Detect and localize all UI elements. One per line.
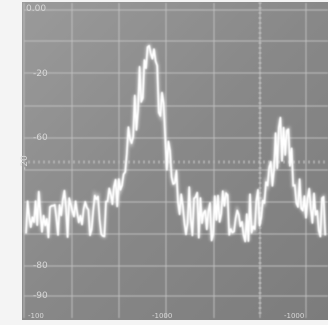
y-tick-label: -60	[33, 133, 48, 143]
y-tick-label: -20	[33, 69, 48, 79]
bottom-label: -100	[28, 312, 44, 320]
side-label: -20	[20, 155, 30, 170]
graticule	[23, 2, 328, 318]
bottom-label: -1000	[152, 312, 172, 320]
top-left-label: 0.00	[26, 4, 46, 14]
bottom-label: -1000	[284, 312, 304, 320]
y-tick-label: -90	[33, 291, 48, 301]
signal-trace	[25, 44, 327, 243]
y-tick-label: -80	[33, 261, 48, 271]
